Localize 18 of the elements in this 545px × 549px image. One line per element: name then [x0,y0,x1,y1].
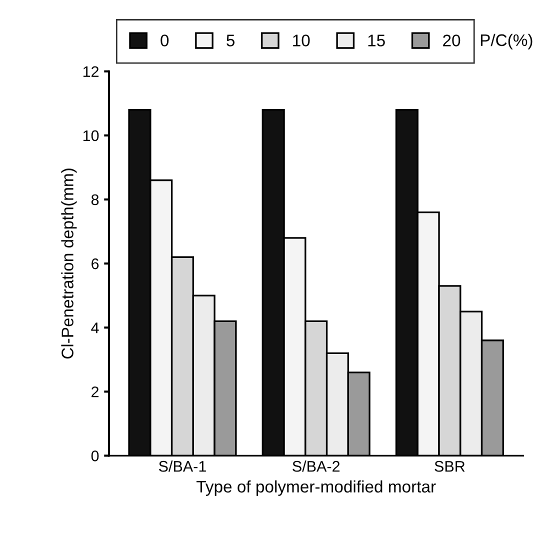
y-tick-label: 6 [92,258,99,270]
y-tick-label: 8 [91,194,99,206]
y-tick-label: 4 [91,322,99,334]
legend-label: 10 [293,34,310,46]
y-tick-label: 10 [83,130,99,142]
x-tick-label: S/BA-2 [292,460,340,472]
y-axis-title: Cl-Penetration depth(mm) [61,168,77,359]
y-tick-label: 2 [92,386,99,398]
legend-label: 5 [226,34,234,46]
y-tick-label: 0 [91,450,99,462]
legend-label: 0 [160,34,169,46]
y-tick-label: 12 [83,66,99,77]
legend-label: 20 [443,34,460,46]
x-axis-title: Type of polymer-modified mortar [196,480,436,496]
legend-title: P/C(%) [480,34,532,50]
x-tick-label: S/BA-1 [158,460,206,472]
x-tick-label: SBR [434,460,465,472]
legend-label: 15 [368,34,385,46]
